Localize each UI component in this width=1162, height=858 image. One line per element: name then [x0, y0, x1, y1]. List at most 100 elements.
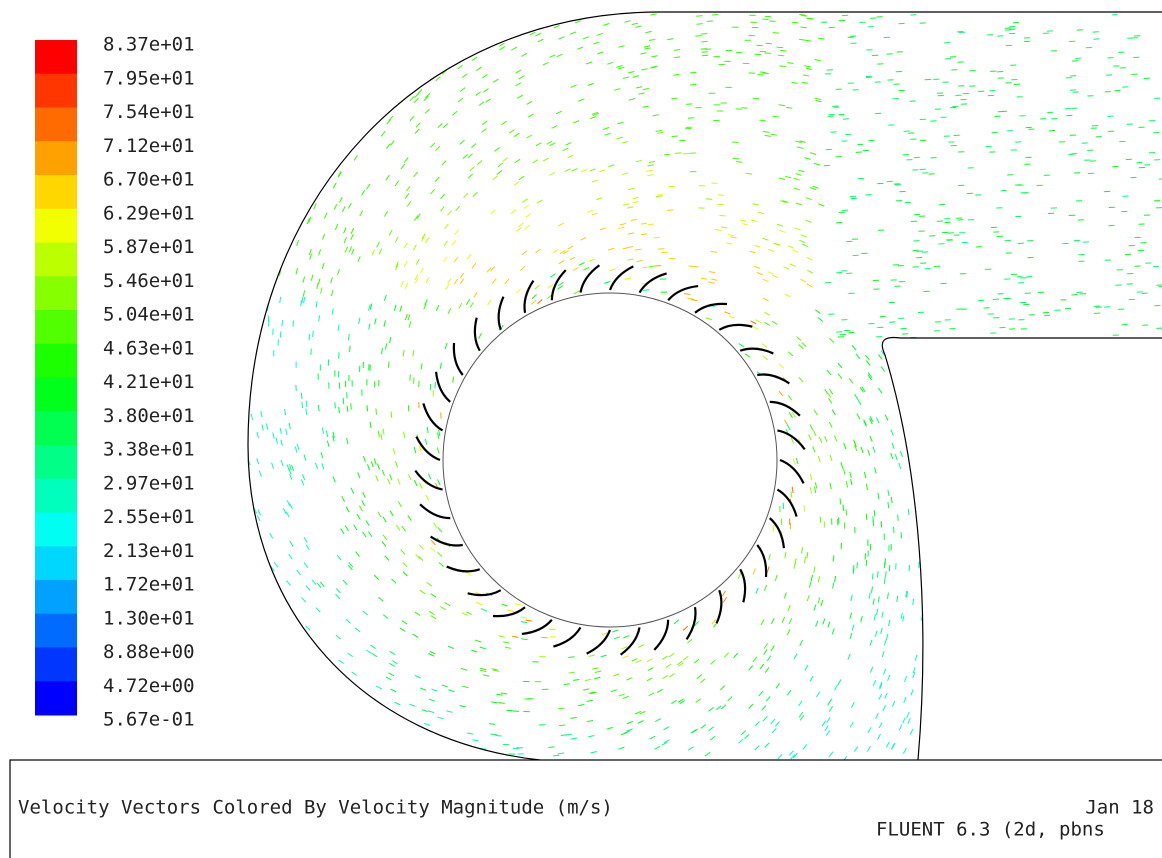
velocity-vector [496, 694, 502, 695]
velocity-vector [878, 493, 879, 499]
velocity-vector [1149, 508, 1150, 514]
velocity-vector [700, 679, 705, 683]
velocity-vector [793, 459, 795, 465]
velocity-vector [749, 704, 753, 709]
velocity-vector [621, 733, 627, 735]
velocity-vector [1021, 504, 1022, 510]
velocity-vector [1067, 379, 1070, 385]
velocity-vector [1021, 517, 1022, 523]
velocity-vector [296, 115, 299, 120]
velocity-vector [396, 525, 400, 530]
velocity-vector [404, 243, 407, 248]
velocity-vector [471, 144, 476, 148]
velocity-vector [290, 474, 292, 480]
velocity-vector [1094, 684, 1095, 690]
velocity-vector [627, 246, 633, 247]
velocity-vector [593, 42, 599, 44]
velocity-vector [264, 638, 268, 642]
velocity-vector [834, 436, 836, 442]
velocity-vector [1141, 371, 1144, 377]
velocity-vector [870, 667, 872, 673]
velocity-vector [447, 39, 452, 43]
velocity-vector [370, 304, 372, 310]
velocity-vector [762, 706, 766, 711]
velocity-vector [981, 380, 984, 385]
velocity-vector [256, 172, 258, 178]
velocity-vector [592, 213, 598, 215]
velocity-vector [861, 447, 863, 453]
velocity-vector [384, 211, 387, 216]
velocity-vector [799, 14, 805, 15]
velocity-vector [674, 620, 679, 624]
velocity-vector [262, 737, 267, 741]
velocity-vector [276, 438, 278, 444]
velocity-vector [1061, 673, 1062, 679]
velocity-vector [775, 722, 779, 727]
velocity-vector [297, 240, 299, 246]
velocity-vector [1039, 674, 1040, 680]
velocity-vector [803, 75, 809, 76]
velocity-vector [753, 568, 755, 574]
velocity-vector [265, 700, 270, 704]
velocity-vector [257, 515, 260, 521]
velocity-vector [1077, 408, 1079, 414]
velocity-vector [426, 495, 429, 500]
velocity-vector [398, 502, 401, 507]
velocity-vector [272, 141, 275, 147]
blade [668, 286, 698, 300]
velocity-vector [498, 163, 503, 167]
velocity-vector [794, 188, 800, 190]
velocity-vector [627, 721, 633, 723]
velocity-vector [753, 326, 758, 329]
velocity-vector [623, 636, 629, 638]
velocity-vector [284, 237, 286, 243]
velocity-vector [351, 234, 354, 240]
velocity-vector [844, 443, 846, 449]
velocity-vector [763, 131, 769, 132]
velocity-vector [799, 240, 805, 243]
velocity-vector [442, 161, 446, 166]
velocity-vector [649, 266, 655, 267]
velocity-vector [897, 596, 898, 602]
velocity-vector [768, 249, 774, 251]
velocity-vector [1145, 678, 1146, 684]
velocity-vector [335, 224, 337, 230]
velocity-vector [1012, 541, 1013, 547]
velocity-vector [284, 620, 288, 625]
velocity-vector [957, 445, 959, 451]
velocity-vector [990, 648, 991, 654]
velocity-vector [274, 230, 276, 236]
velocity-vector [270, 287, 271, 293]
velocity-vector [339, 407, 340, 413]
velocity-vector [651, 56, 657, 57]
velocity-vector [1110, 666, 1111, 672]
velocity-vector [404, 261, 407, 267]
velocity-vector [1075, 511, 1076, 517]
velocity-vector [405, 283, 407, 289]
velocity-vector [822, 721, 825, 726]
velocity-vector [857, 414, 860, 420]
velocity-vector [899, 725, 902, 731]
velocity-vector [610, 269, 616, 271]
velocity-vector [558, 223, 563, 226]
velocity-vector [413, 350, 414, 356]
velocity-vector [491, 266, 495, 271]
velocity-vector [789, 412, 792, 417]
colorbar-label: 6.29e+01 [103, 202, 195, 224]
velocity-vector [951, 697, 953, 703]
velocity-vector [277, 70, 280, 75]
velocity-vector [1145, 430, 1147, 436]
colorbar-label: 2.55e+01 [103, 506, 195, 528]
velocity-vector [382, 470, 384, 476]
velocity-vector [358, 472, 360, 478]
velocity-vector [345, 526, 348, 531]
velocity-vector [302, 402, 303, 408]
velocity-vector [688, 747, 693, 750]
velocity-vector [818, 318, 823, 322]
velocity-vector [481, 609, 487, 611]
velocity-vector [409, 474, 411, 480]
velocity-vector [444, 27, 449, 31]
velocity-vector [322, 234, 324, 240]
velocity-vector [753, 657, 757, 662]
velocity-vector [467, 254, 471, 259]
